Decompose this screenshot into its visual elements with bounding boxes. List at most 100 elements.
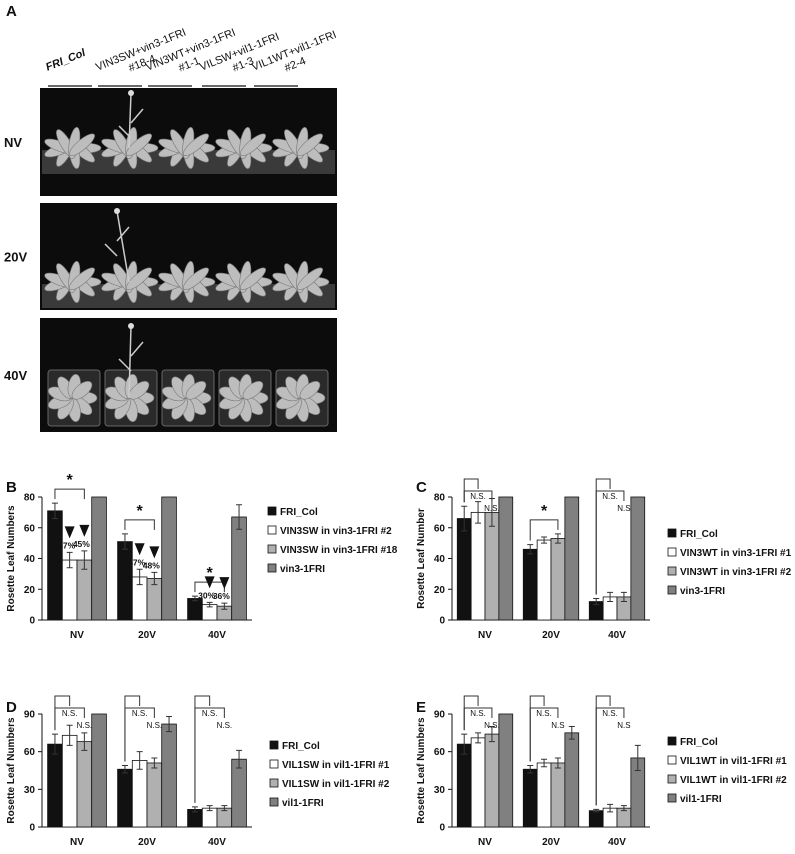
error-bar xyxy=(121,764,128,774)
legend-label: VIN3WT in vin3-1FRI #2 xyxy=(680,567,792,578)
leaf xyxy=(239,133,266,157)
error-bar xyxy=(554,533,561,544)
error-bar xyxy=(121,533,128,550)
significance-label: N.S. xyxy=(470,709,486,718)
y-tick-label: 30 xyxy=(24,785,36,796)
legend-swatch xyxy=(269,740,279,750)
leaf xyxy=(182,267,209,291)
legend-label: vin3-1FRI xyxy=(280,564,325,575)
y-axis-label: Rosette Leaf Number xyxy=(416,508,427,609)
bar xyxy=(231,758,247,828)
bar xyxy=(522,768,538,828)
leaf xyxy=(71,381,93,400)
stalk xyxy=(118,92,144,149)
row-label: 40V xyxy=(4,368,27,383)
error-bar xyxy=(221,602,228,610)
legend-swatch xyxy=(667,528,677,538)
significance-label: N.S. xyxy=(536,709,552,718)
legend-label: VIL1SW in vil1-1FRI #1 xyxy=(282,760,390,771)
x-tick-label: 20V xyxy=(138,630,156,641)
y-tick-label: 80 xyxy=(434,493,446,504)
y-tick-label: 60 xyxy=(24,747,36,758)
significance-label: * xyxy=(137,503,144,520)
legend-label: FRI_Col xyxy=(680,737,718,748)
significance-label: * xyxy=(541,503,548,520)
stalk xyxy=(104,210,130,283)
y-tick-label: 0 xyxy=(29,823,35,834)
significance-label: N.S xyxy=(617,504,630,513)
bar xyxy=(588,810,604,828)
reduction-label: 45% xyxy=(73,539,90,549)
x-tick-label: NV xyxy=(70,630,84,641)
significance-label: N.S. xyxy=(77,721,93,730)
leaf xyxy=(125,133,152,157)
legend-swatch xyxy=(267,544,277,554)
bar xyxy=(117,768,133,828)
significance-label: N.S. xyxy=(132,709,148,718)
error-bar xyxy=(51,502,58,520)
reduction-label: 36% xyxy=(213,591,230,601)
legend-swatch xyxy=(667,566,677,576)
panel-label: B xyxy=(6,479,17,496)
y-tick-label: 60 xyxy=(434,747,446,758)
reduction-label: 48% xyxy=(143,560,160,570)
error-bar xyxy=(593,597,600,606)
error-bar xyxy=(607,803,614,813)
arrow xyxy=(149,546,160,559)
y-tick-label: 0 xyxy=(439,823,445,834)
legend-swatch xyxy=(667,585,677,595)
flower xyxy=(114,208,120,214)
significance-bracket xyxy=(124,519,155,530)
bar xyxy=(550,538,566,621)
y-tick-label: 40 xyxy=(24,554,36,565)
legend-label: VIL1SW in vil1-1FRI #2 xyxy=(282,779,390,790)
error-bar xyxy=(151,571,158,586)
significance-bracket xyxy=(194,707,225,803)
bar xyxy=(498,496,514,621)
legend-swatch xyxy=(267,506,277,516)
leaf xyxy=(128,381,150,400)
legend-label: vil1-1FRI xyxy=(680,794,722,805)
error-bar xyxy=(541,536,548,544)
significance-label: * xyxy=(67,472,74,489)
leaf xyxy=(296,267,323,291)
bar xyxy=(470,511,486,621)
error-bar xyxy=(166,716,173,733)
x-tick-label: 40V xyxy=(208,630,226,641)
bar xyxy=(146,762,163,828)
reduction-label: 47% xyxy=(128,557,145,567)
panel-label: A xyxy=(6,3,17,20)
bar xyxy=(536,539,552,621)
y-axis-label: Rosette Leaf Numbers xyxy=(6,717,17,824)
legend-swatch xyxy=(267,525,277,535)
error-bar xyxy=(206,805,213,812)
significance-label: * xyxy=(207,565,214,582)
bar xyxy=(231,516,247,621)
x-tick-label: 20V xyxy=(542,630,560,641)
error-bar xyxy=(136,751,143,770)
bar xyxy=(117,541,133,621)
significance-bracket xyxy=(54,707,85,731)
error-bar xyxy=(527,544,534,555)
significance-label: N.S xyxy=(551,721,564,730)
error-bar xyxy=(81,550,88,570)
significance-bracket xyxy=(463,490,493,503)
significance-label: N.S. xyxy=(484,504,500,513)
x-tick-label: 40V xyxy=(208,837,226,848)
arrow xyxy=(64,526,75,539)
significance-bracket xyxy=(124,707,155,762)
legend-label: VIN3WT in vin3-1FRI #1 xyxy=(680,548,792,559)
y-tick-label: 20 xyxy=(24,585,36,596)
error-bar xyxy=(554,757,561,769)
error-bar xyxy=(206,601,213,608)
x-tick-label: 40V xyxy=(608,630,626,641)
legend-swatch xyxy=(667,774,677,784)
legend-swatch xyxy=(267,563,277,573)
bar xyxy=(536,762,552,828)
x-tick-label: NV xyxy=(478,837,492,848)
error-bar xyxy=(634,744,641,771)
error-bar xyxy=(488,726,495,743)
bar xyxy=(456,743,472,828)
y-tick-label: 60 xyxy=(434,523,446,534)
